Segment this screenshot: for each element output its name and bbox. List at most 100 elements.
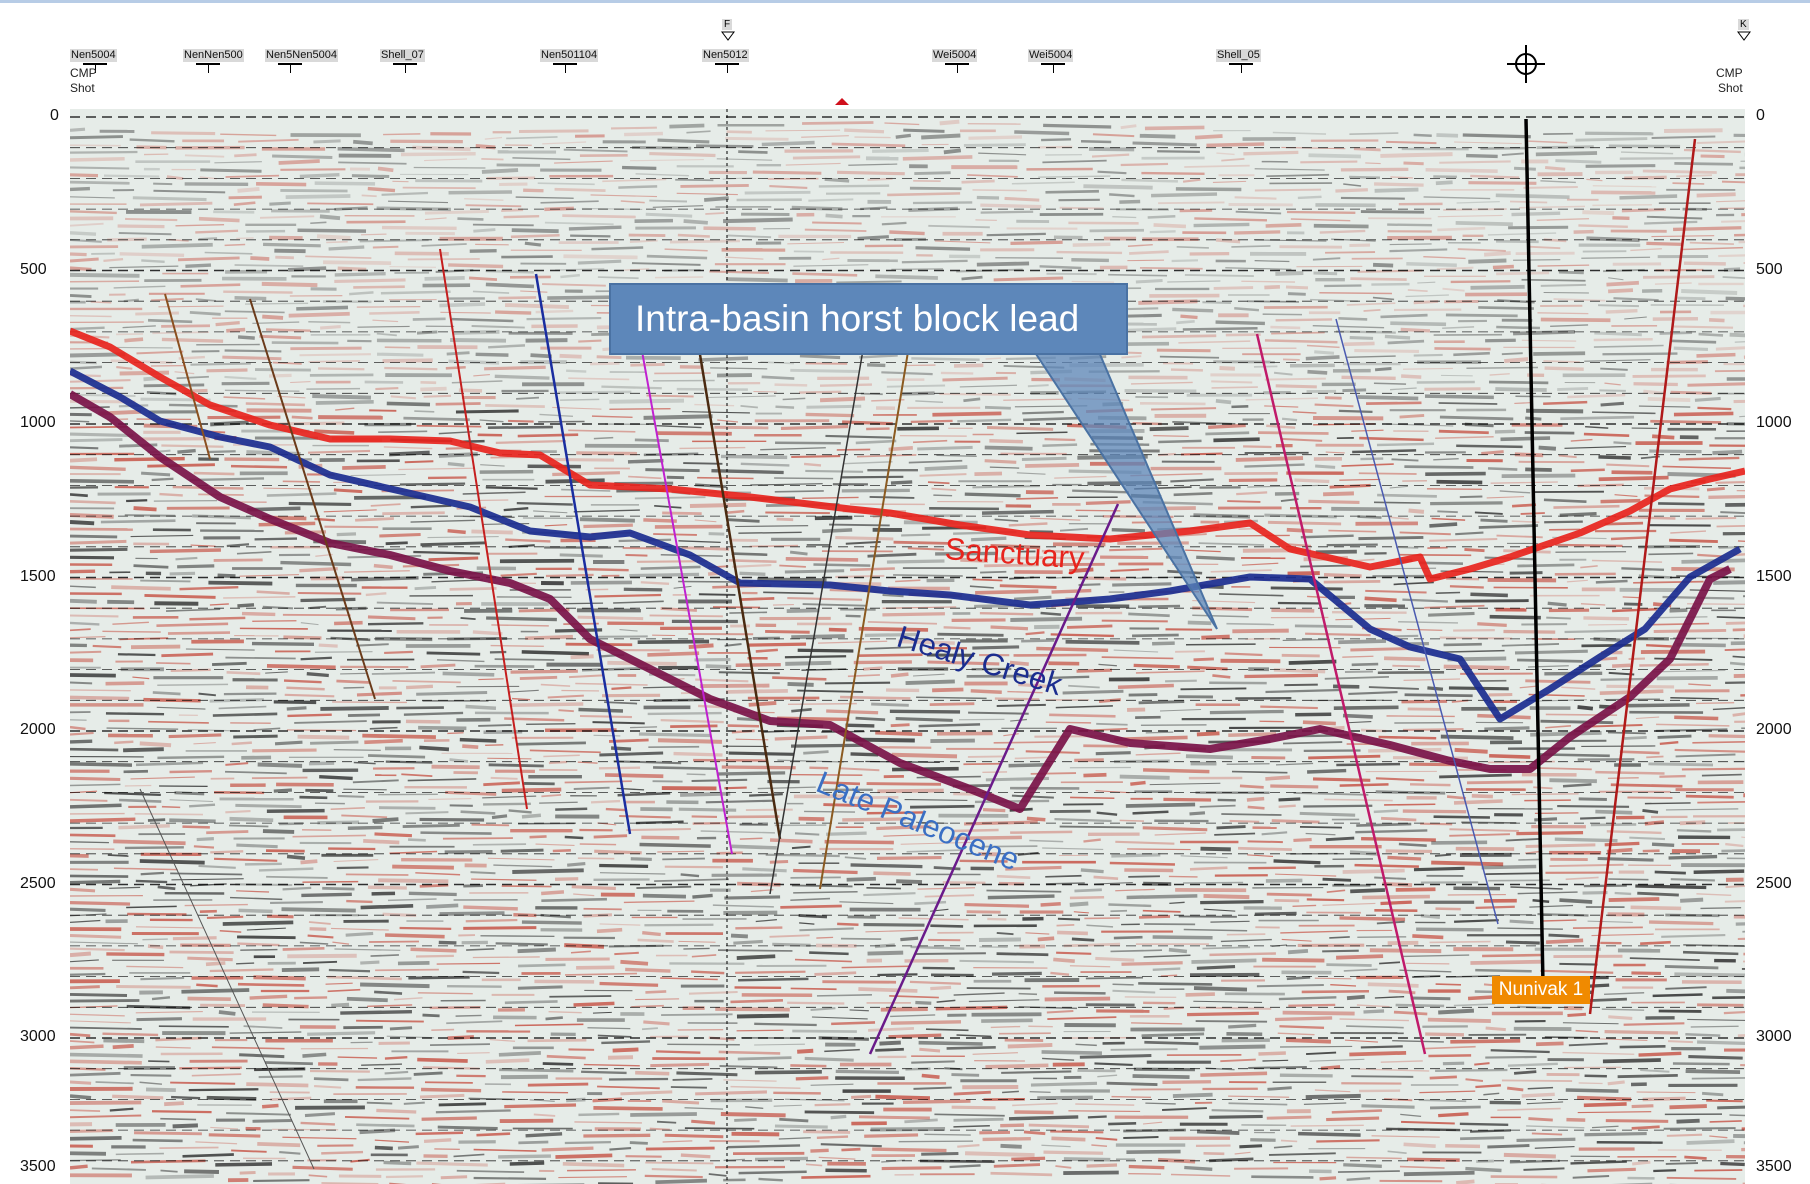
seismic-reflector bbox=[111, 587, 171, 589]
seismic-reflector bbox=[1475, 970, 1531, 971]
seismic-reflector bbox=[376, 1110, 416, 1112]
seismic-reflector bbox=[1274, 670, 1325, 672]
seismic-reflector bbox=[613, 1049, 639, 1050]
well-label-nunivak[interactable]: Nunivak 1 bbox=[1492, 976, 1590, 1004]
seismic-reflector bbox=[177, 566, 214, 567]
seismic-reflector bbox=[792, 274, 857, 276]
axis-tick-label: 3000 bbox=[20, 1028, 56, 1046]
seismic-reflector bbox=[70, 1073, 121, 1075]
seismic-reflector bbox=[1739, 167, 1745, 168]
seismic-reflector bbox=[770, 862, 788, 863]
seismic-reflector bbox=[1270, 327, 1300, 328]
seismic-reflector bbox=[657, 1122, 676, 1123]
seismic-reflector bbox=[1037, 1097, 1093, 1098]
seismic-reflector bbox=[1134, 665, 1180, 666]
seismic-reflector bbox=[787, 610, 820, 611]
seismic-reflector bbox=[677, 389, 748, 390]
seismic-reflector bbox=[323, 262, 391, 263]
seismic-reflector bbox=[1098, 172, 1127, 173]
seismic-reflector bbox=[374, 834, 411, 836]
seismic-reflector bbox=[691, 972, 724, 974]
seismic-reflector bbox=[374, 566, 393, 568]
seismic-reflector bbox=[1496, 327, 1540, 328]
seismic-reflector bbox=[934, 867, 961, 869]
seismic-reflector bbox=[552, 473, 620, 475]
seismic-reflector bbox=[1557, 806, 1629, 807]
seismic-reflector bbox=[1431, 842, 1487, 843]
seismic-reflector bbox=[406, 721, 440, 722]
seismic-reflector bbox=[1086, 502, 1131, 504]
seismic-reflector bbox=[950, 1165, 981, 1167]
seismic-reflector bbox=[334, 623, 363, 624]
seismic-reflector bbox=[473, 225, 534, 226]
seismic-reflector bbox=[1293, 905, 1317, 906]
seismic-reflector bbox=[1260, 707, 1318, 708]
seismic-reflector bbox=[309, 361, 360, 362]
seismic-reflector bbox=[829, 630, 847, 631]
seismic-reflector bbox=[804, 464, 821, 465]
seismic-reflector bbox=[1127, 896, 1198, 898]
seismic-reflector bbox=[357, 326, 409, 327]
seismic-reflector bbox=[1251, 1177, 1313, 1178]
seismic-reflector bbox=[986, 358, 1001, 359]
seismic-reflector bbox=[1486, 1028, 1506, 1030]
seismic-reflector bbox=[563, 603, 603, 604]
seismic-reflector bbox=[360, 240, 429, 241]
seismic-reflector bbox=[692, 895, 712, 897]
seismic-reflector bbox=[737, 956, 775, 958]
seismic-reflector bbox=[1200, 806, 1236, 807]
seismic-reflector bbox=[1086, 978, 1143, 979]
seismic-reflector bbox=[357, 693, 402, 695]
seismic-reflector bbox=[755, 1072, 822, 1073]
seismic-reflector bbox=[170, 952, 234, 953]
seismic-reflector bbox=[1543, 361, 1579, 362]
seismic-reflector bbox=[1470, 1130, 1511, 1131]
seismic-reflector bbox=[302, 882, 358, 883]
seismic-reflector bbox=[367, 1103, 392, 1104]
seismic-reflector bbox=[1646, 243, 1683, 244]
seismic-reflector bbox=[1042, 445, 1077, 446]
shotpoint-tick-mark bbox=[957, 63, 958, 73]
seismic-reflector bbox=[283, 481, 320, 482]
seismic-reflector bbox=[1283, 359, 1300, 360]
seismic-reflector bbox=[992, 973, 1042, 974]
seismic-reflector bbox=[1341, 169, 1408, 170]
seismic-reflector bbox=[729, 560, 777, 561]
seismic-reflector bbox=[332, 702, 407, 703]
seismic-reflector bbox=[1401, 329, 1430, 331]
seismic-reflector bbox=[1276, 319, 1333, 320]
seismic-reflector bbox=[1488, 468, 1517, 469]
seismic-reflector bbox=[225, 390, 300, 391]
seismic-reflector bbox=[190, 312, 221, 314]
seismic-reflector bbox=[471, 531, 512, 532]
seismic-reflector bbox=[611, 688, 631, 689]
seismic-reflector bbox=[1303, 806, 1372, 807]
seismic-reflector bbox=[231, 466, 287, 467]
seismic-reflector bbox=[334, 750, 381, 751]
seismic-reflector bbox=[1236, 458, 1303, 460]
seismic-reflector bbox=[936, 455, 976, 456]
seismic-reflector bbox=[1057, 925, 1075, 926]
seismic-reflector bbox=[483, 804, 531, 805]
seismic-reflector bbox=[991, 1173, 1053, 1175]
seismic-reflector bbox=[1387, 857, 1421, 859]
seismic-reflector bbox=[1234, 232, 1280, 233]
seismic-reflector bbox=[1390, 244, 1432, 245]
seismic-reflector bbox=[70, 182, 130, 183]
seismic-reflector bbox=[576, 453, 637, 454]
seismic-reflector bbox=[983, 810, 1005, 811]
seismic-reflector bbox=[1181, 688, 1247, 689]
seismic-reflector bbox=[1030, 1092, 1051, 1093]
seismic-reflector bbox=[320, 216, 340, 218]
seismic-reflector bbox=[1425, 396, 1494, 397]
seismic-reflector bbox=[891, 1022, 961, 1023]
seismic-reflector bbox=[1375, 190, 1419, 191]
seismic-reflector bbox=[152, 997, 170, 999]
seismic-reflector bbox=[152, 479, 174, 480]
seismic-reflector bbox=[307, 203, 373, 204]
well-crosshair-icon[interactable] bbox=[1505, 43, 1547, 85]
seismic-reflector bbox=[353, 142, 373, 144]
seismic-reflector bbox=[732, 846, 777, 848]
seismic-reflector bbox=[1248, 807, 1265, 808]
seismic-reflector bbox=[70, 522, 94, 523]
